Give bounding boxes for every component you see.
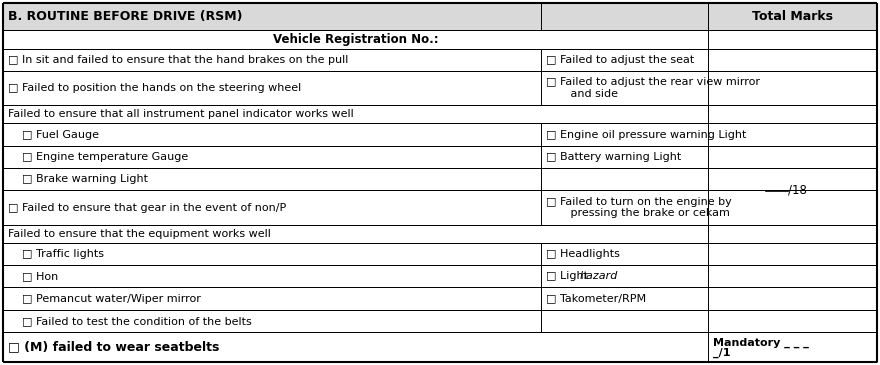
Text: □ Battery warning Light: □ Battery warning Light — [546, 152, 681, 162]
Text: □ Engine oil pressure warning Light: □ Engine oil pressure warning Light — [546, 130, 746, 139]
Text: □ (M) failed to wear seatbelts: □ (M) failed to wear seatbelts — [8, 341, 219, 354]
Text: □ Failed to adjust the seat: □ Failed to adjust the seat — [546, 55, 694, 65]
Text: Failed to ensure that all instrument panel indicator works well: Failed to ensure that all instrument pan… — [8, 110, 354, 119]
Text: /18: /18 — [788, 184, 806, 197]
Text: Total Marks: Total Marks — [752, 10, 833, 23]
Text: □ Failed to test the condition of the belts: □ Failed to test the condition of the be… — [8, 316, 252, 326]
Text: □ Headlights: □ Headlights — [546, 249, 620, 259]
Text: _/1: _/1 — [713, 348, 730, 358]
Text: hazard: hazard — [579, 271, 618, 281]
Text: □ Hon: □ Hon — [8, 271, 58, 281]
Text: □ Takometer/RPM: □ Takometer/RPM — [546, 293, 646, 304]
Text: Vehicle Registration No.:: Vehicle Registration No.: — [273, 33, 438, 46]
Text: □ Traffic lights: □ Traffic lights — [8, 249, 104, 259]
Text: □ In sit and failed to ensure that the hand brakes on the pull: □ In sit and failed to ensure that the h… — [8, 55, 348, 65]
Text: Mandatory _ _ _: Mandatory _ _ _ — [713, 338, 809, 348]
Text: □ Failed to ensure that gear in the event of non/P: □ Failed to ensure that gear in the even… — [8, 203, 286, 212]
Text: □ Fuel Gauge: □ Fuel Gauge — [8, 130, 99, 139]
Text: □ Light: □ Light — [546, 271, 591, 281]
Text: □ Brake warning Light: □ Brake warning Light — [8, 174, 148, 184]
Bar — [3, 3, 877, 30]
Text: □ Engine temperature Gauge: □ Engine temperature Gauge — [8, 152, 188, 162]
Text: □ Failed to turn on the engine by
       pressing the brake or cekam: □ Failed to turn on the engine by pressi… — [546, 197, 732, 218]
Text: B. ROUTINE BEFORE DRIVE (RSM): B. ROUTINE BEFORE DRIVE (RSM) — [8, 10, 243, 23]
Text: □ Pemancut water/Wiper mirror: □ Pemancut water/Wiper mirror — [8, 293, 201, 304]
Text: □ Failed to position the hands on the steering wheel: □ Failed to position the hands on the st… — [8, 83, 301, 93]
Text: □ Failed to adjust the rear view mirror
       and side: □ Failed to adjust the rear view mirror … — [546, 77, 760, 99]
Text: Failed to ensure that the equipment works well: Failed to ensure that the equipment work… — [8, 228, 271, 239]
